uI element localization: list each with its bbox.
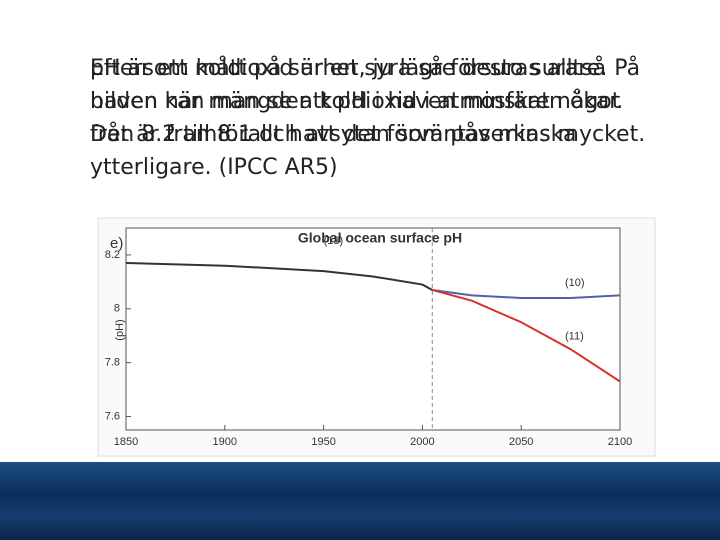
series-label: (10) [565, 277, 585, 289]
y-tick-label: 7.6 [105, 410, 120, 422]
y-tick-label: 8 [114, 303, 120, 315]
ocean-image [0, 462, 720, 540]
series-line [125, 262, 433, 291]
panel-label: e) [110, 235, 123, 252]
x-tick-label: 2000 [410, 436, 434, 448]
y-tick-label: 8.2 [105, 249, 120, 261]
y-axis-label: (pH) [114, 319, 126, 340]
plot-area [125, 227, 621, 431]
x-tick-label: 1850 [114, 436, 138, 448]
text-layer: pH är ett mått på surhet, ju lägre desto… [90, 56, 641, 180]
text-layer: Eftersom koldioxid är en syra så försura… [90, 56, 646, 147]
series-line [432, 288, 621, 300]
series-line [432, 288, 621, 383]
x-tick-label: 1900 [213, 436, 237, 448]
x-tick-label: 1950 [311, 436, 335, 448]
series-label: (11) [565, 330, 584, 342]
chart-title: Global ocean surface pH [298, 230, 462, 246]
x-tick-label: 2100 [608, 436, 632, 448]
y-tick-label: 7.8 [105, 357, 120, 369]
x-tick-label: 2050 [509, 436, 533, 448]
series-label: (13) [324, 235, 344, 247]
chart: e) Global ocean surface pH (pH) 1850 1900… [97, 217, 656, 457]
